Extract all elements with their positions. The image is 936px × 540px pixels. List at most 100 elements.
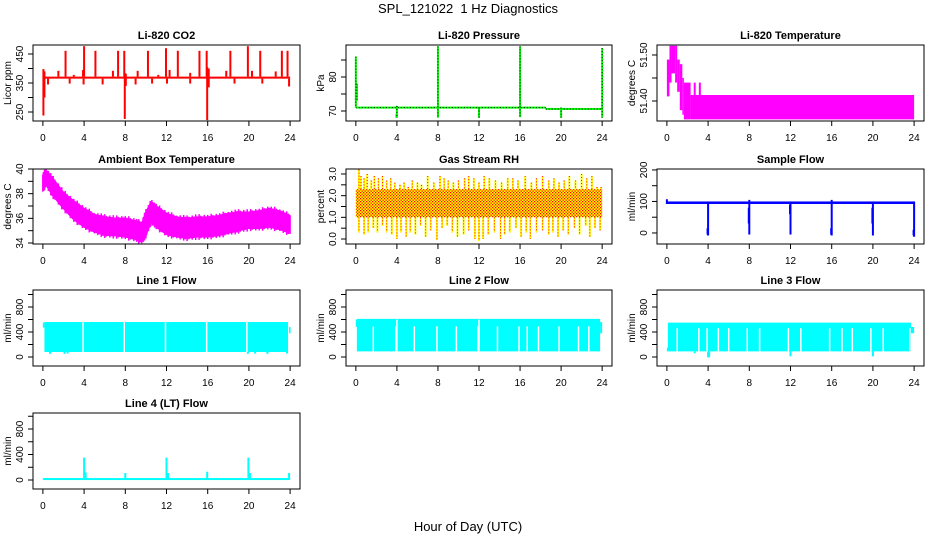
x-tick-label: 16 <box>826 378 838 389</box>
y-tick-label: 0 <box>639 354 650 360</box>
x-tick-label: 0 <box>40 378 46 389</box>
plot-area <box>355 169 603 242</box>
x-tick-label: 0 <box>664 133 670 144</box>
data-band <box>666 347 669 352</box>
x-tick-label: 0 <box>40 133 46 144</box>
y-tick-label: 800 <box>639 298 650 315</box>
panel-title: Line 1 Flow <box>137 275 197 287</box>
x-tick-label: 8 <box>747 133 753 144</box>
y-tick-label: 2.0 <box>328 188 339 202</box>
y-tick-label: 0 <box>15 354 26 360</box>
x-tick-label: 24 <box>909 256 921 267</box>
x-tick-label: 24 <box>285 378 297 389</box>
y-tick-label: 400 <box>639 323 650 340</box>
y-tick-label: 80 <box>328 71 339 83</box>
y-tick-label: 40 <box>15 163 26 175</box>
x-tick-label: 20 <box>867 256 879 267</box>
data-band <box>355 319 358 327</box>
y-axis-label: degrees C <box>627 60 638 106</box>
x-tick-label: 20 <box>867 133 879 144</box>
plot-area <box>666 45 915 120</box>
data-band <box>679 64 683 111</box>
x-tick-label: 8 <box>435 256 441 267</box>
plot-area <box>42 322 291 354</box>
x-tick-label: 12 <box>785 378 797 389</box>
x-tick-label: 16 <box>202 378 214 389</box>
x-tick-label: 20 <box>243 501 255 512</box>
panel-ambient-box-temperature: Ambient Box Temperature 0 4 8 12 16 20 24 34 36 38… <box>3 154 301 267</box>
x-tick-label: 8 <box>747 256 753 267</box>
x-tick-label: 12 <box>473 133 485 144</box>
x-tick-label: 4 <box>81 133 87 144</box>
y-tick-label: 800 <box>15 420 26 437</box>
panel-sample-flow: Sample Flow 0 4 8 12 16 20 24 0 100 200 ml/min <box>627 154 925 267</box>
y-axis-label: ml/min <box>316 313 327 342</box>
x-tick-label: 20 <box>556 133 568 144</box>
panel-title: Line 2 Flow <box>449 275 509 287</box>
y-tick-label: 51.50 <box>639 42 650 67</box>
x-tick-label: 16 <box>514 256 526 267</box>
data-band <box>682 77 684 115</box>
data-band <box>545 107 603 110</box>
plot-area <box>354 46 604 118</box>
x-tick-label: 0 <box>40 256 46 267</box>
x-tick-label: 20 <box>556 378 568 389</box>
y-tick-label: 350 <box>15 74 26 91</box>
y-axis-label: Licor ppm <box>3 61 14 105</box>
data-band <box>355 189 603 218</box>
y-tick-label: 0 <box>639 230 650 236</box>
x-tick-label: 8 <box>435 133 441 144</box>
x-tick-label: 16 <box>514 378 526 389</box>
panel-title: Gas Stream RH <box>439 154 519 166</box>
x-tick-label: 12 <box>161 133 173 144</box>
panel-title: Ambient Box Temperature <box>98 154 235 166</box>
panel-gas-stream-rh: Gas Stream RH 0 4 8 12 16 20 24 0.0 1.0 2.0 3.0perc… <box>316 154 613 267</box>
x-tick-label: 4 <box>394 133 400 144</box>
x-tick-label: 12 <box>161 501 173 512</box>
x-tick-label: 24 <box>285 133 297 144</box>
x-tick-label: 8 <box>123 133 129 144</box>
x-tick-label: 20 <box>556 256 568 267</box>
y-tick-label: 200 <box>639 161 650 178</box>
y-tick-label: 70 <box>328 105 339 117</box>
x-tick-label: 24 <box>597 256 609 267</box>
y-tick-label: 0 <box>15 477 26 483</box>
x-tick-label: 24 <box>285 256 297 267</box>
y-tick-label: 250 <box>15 103 26 120</box>
x-tick-label: 0 <box>664 378 670 389</box>
x-tick-label: 20 <box>243 133 255 144</box>
x-tick-label: 24 <box>597 378 609 389</box>
data-band <box>355 106 546 109</box>
x-tick-label: 20 <box>243 256 255 267</box>
y-tick-label: 0.0 <box>328 232 339 246</box>
y-tick-label: 100 <box>639 193 650 210</box>
y-tick-label: 36 <box>15 212 26 224</box>
figure-title: SPL_121022 1 Hz Diagnostics <box>378 1 558 16</box>
x-tick-label: 12 <box>161 256 173 267</box>
panel-title: Sample Flow <box>757 154 825 166</box>
data-band <box>671 45 676 74</box>
y-axis-label: ml/min <box>3 313 14 342</box>
y-tick-label: 1.0 <box>328 210 339 224</box>
x-tick-label: 16 <box>514 133 526 144</box>
x-tick-label: 12 <box>473 378 485 389</box>
y-tick-label: 0 <box>328 354 339 360</box>
x-tick-label: 24 <box>597 133 609 144</box>
y-tick-label: 400 <box>15 446 26 463</box>
data-band <box>675 45 678 83</box>
x-tick-label: 20 <box>867 378 879 389</box>
x-tick-label: 12 <box>785 256 797 267</box>
data-band <box>677 59 680 92</box>
x-tick-label: 12 <box>785 133 797 144</box>
x-tick-label: 4 <box>81 378 87 389</box>
plot-area <box>42 457 291 481</box>
x-tick-label: 4 <box>394 256 400 267</box>
panel-title: Li-820 CO2 <box>138 30 195 42</box>
x-tick-label: 8 <box>747 378 753 389</box>
x-tick-label: 24 <box>909 133 921 144</box>
data-band <box>666 59 670 97</box>
